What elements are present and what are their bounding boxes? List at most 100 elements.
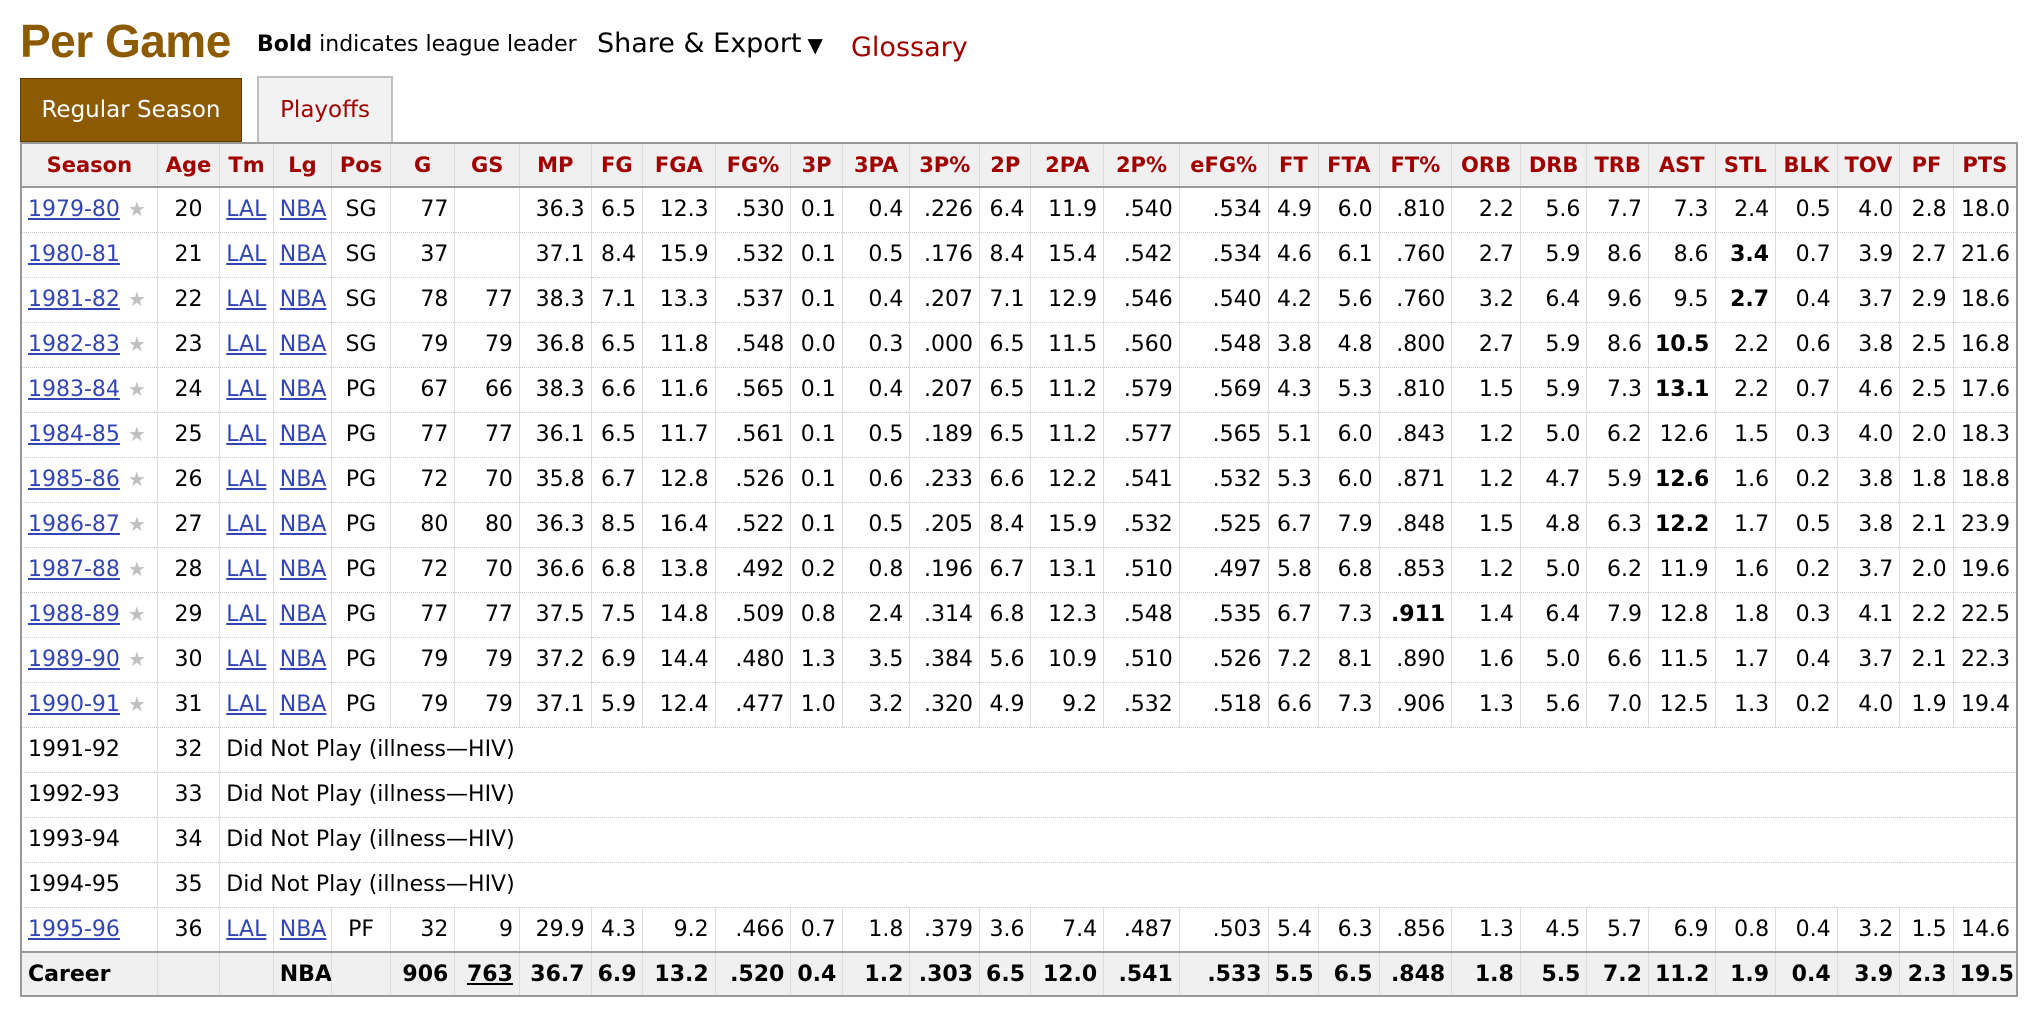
season-link[interactable]: 1980-81	[28, 242, 120, 267]
season-link[interactable]: 1987-88	[28, 557, 120, 582]
column-header[interactable]: 2PA	[1030, 143, 1105, 188]
stat-cell: 4.6	[1837, 367, 1901, 413]
stat-cell: .466	[715, 907, 792, 953]
column-header[interactable]: AST	[1648, 143, 1716, 188]
column-header[interactable]: FT%	[1379, 143, 1453, 188]
team-link[interactable]: LAL	[226, 467, 267, 492]
stat-cell: 0.7	[1775, 232, 1838, 278]
column-header[interactable]: Tm	[219, 143, 274, 188]
column-header[interactable]: TOV	[1837, 143, 1901, 188]
season-link[interactable]: 1985-86	[28, 467, 120, 492]
column-header[interactable]: BLK	[1775, 143, 1838, 188]
season-link[interactable]: 1984-85	[28, 422, 120, 447]
stat-cell: 3.8	[1837, 502, 1901, 548]
column-header[interactable]: Lg	[273, 143, 333, 188]
stat-cell: .189	[909, 412, 981, 458]
column-header[interactable]: PTS	[1953, 143, 2018, 188]
career-stat-cell: 5.5	[1520, 951, 1588, 997]
league-link[interactable]: NBA	[279, 242, 327, 267]
league-link[interactable]: NBA	[279, 916, 327, 942]
team-cell: LAL	[219, 457, 274, 503]
team-link[interactable]: LAL	[226, 422, 267, 447]
column-header[interactable]: ORB	[1451, 143, 1521, 188]
league-link[interactable]: NBA	[279, 692, 327, 717]
stat-cell	[454, 187, 520, 233]
season-link[interactable]: 1983-84	[28, 377, 120, 402]
league-link[interactable]: NBA	[279, 197, 327, 223]
stat-cell: .509	[715, 592, 792, 638]
season-link[interactable]: 1986-87	[28, 512, 120, 537]
league-link[interactable]: NBA	[279, 287, 327, 312]
team-link[interactable]: LAL	[226, 197, 267, 223]
column-header[interactable]: 3P%	[909, 143, 981, 188]
stat-cell: 4.9	[979, 682, 1032, 728]
stat-cell: 6.0	[1318, 457, 1380, 503]
column-header[interactable]: MP	[519, 143, 592, 188]
team-link[interactable]: LAL	[226, 512, 267, 537]
league-link[interactable]: NBA	[279, 377, 327, 402]
stat-cell: 0.2	[1775, 547, 1838, 593]
stat-cell: 4.8	[1318, 322, 1380, 368]
stat-cell: 4.1	[1837, 592, 1901, 638]
age-cell: 32	[157, 727, 221, 773]
column-header[interactable]: FT	[1268, 143, 1320, 188]
stat-cell: 5.9	[1586, 457, 1649, 503]
season-link[interactable]: 1979-80	[28, 197, 120, 223]
league-link[interactable]: NBA	[279, 647, 327, 672]
league-link[interactable]: NBA	[279, 422, 327, 447]
stat-cell: 4.0	[1837, 682, 1901, 728]
team-link[interactable]: LAL	[226, 332, 267, 357]
team-link[interactable]: LAL	[226, 242, 267, 267]
column-header[interactable]: 2P%	[1103, 143, 1180, 188]
column-header[interactable]: FGA	[642, 143, 716, 188]
team-link[interactable]: LAL	[226, 647, 267, 672]
stat-cell: 1.3	[1715, 682, 1777, 728]
column-header[interactable]: 2P	[979, 143, 1032, 188]
column-header[interactable]: TRB	[1586, 143, 1649, 188]
team-link[interactable]: LAL	[226, 602, 267, 627]
column-header[interactable]: GS	[454, 143, 520, 188]
league-link[interactable]: NBA	[279, 332, 327, 357]
season-link[interactable]: 1982-83	[28, 332, 120, 357]
season-link[interactable]: 1995-96	[28, 916, 120, 942]
season-cell: 1992-93	[21, 772, 158, 818]
column-header[interactable]: Season	[21, 143, 158, 188]
column-header[interactable]: eFG%	[1179, 143, 1269, 188]
star-icon: ★	[127, 692, 146, 716]
column-header[interactable]: DRB	[1520, 143, 1588, 188]
column-header[interactable]: Pos	[331, 143, 391, 188]
league-link[interactable]: NBA	[279, 467, 327, 492]
league-link[interactable]: NBA	[279, 512, 327, 537]
season-link[interactable]: 1989-90	[28, 647, 120, 672]
season-link[interactable]: 1990-91	[28, 692, 120, 717]
column-header[interactable]: FG%	[715, 143, 792, 188]
column-header[interactable]: 3P	[790, 143, 843, 188]
career-stat-cell: 6.9	[591, 951, 644, 997]
team-link[interactable]: LAL	[226, 916, 267, 942]
team-link[interactable]: LAL	[226, 377, 267, 402]
column-header[interactable]: 3PA	[842, 143, 911, 188]
stat-cell: 79	[390, 682, 456, 728]
career-stat-cell: 36.7	[519, 951, 592, 997]
team-link[interactable]: LAL	[226, 557, 267, 582]
season-cell: 1993-94	[21, 817, 158, 863]
stat-cell: .800	[1379, 322, 1453, 368]
column-header[interactable]: PF	[1899, 143, 1954, 188]
share-export-button[interactable]: Share & Export ▼	[597, 28, 823, 59]
glossary-link[interactable]: Glossary	[851, 32, 968, 63]
tab-playoffs[interactable]: Playoffs	[257, 76, 393, 142]
column-header[interactable]: FG	[591, 143, 644, 188]
tab-regular-season[interactable]: Regular Season	[20, 78, 242, 142]
season-link[interactable]: 1981-82	[28, 287, 120, 312]
column-header[interactable]: FTA	[1318, 143, 1380, 188]
team-link[interactable]: LAL	[226, 287, 267, 312]
column-header[interactable]: Age	[157, 143, 221, 188]
stat-cell: 36.8	[519, 322, 592, 368]
league-link[interactable]: NBA	[279, 557, 327, 582]
season-link[interactable]: 1988-89	[28, 602, 120, 627]
column-header[interactable]: G	[390, 143, 456, 188]
stat-cell: 79	[454, 682, 520, 728]
team-link[interactable]: LAL	[226, 692, 267, 717]
league-link[interactable]: NBA	[279, 602, 327, 627]
column-header[interactable]: STL	[1715, 143, 1777, 188]
